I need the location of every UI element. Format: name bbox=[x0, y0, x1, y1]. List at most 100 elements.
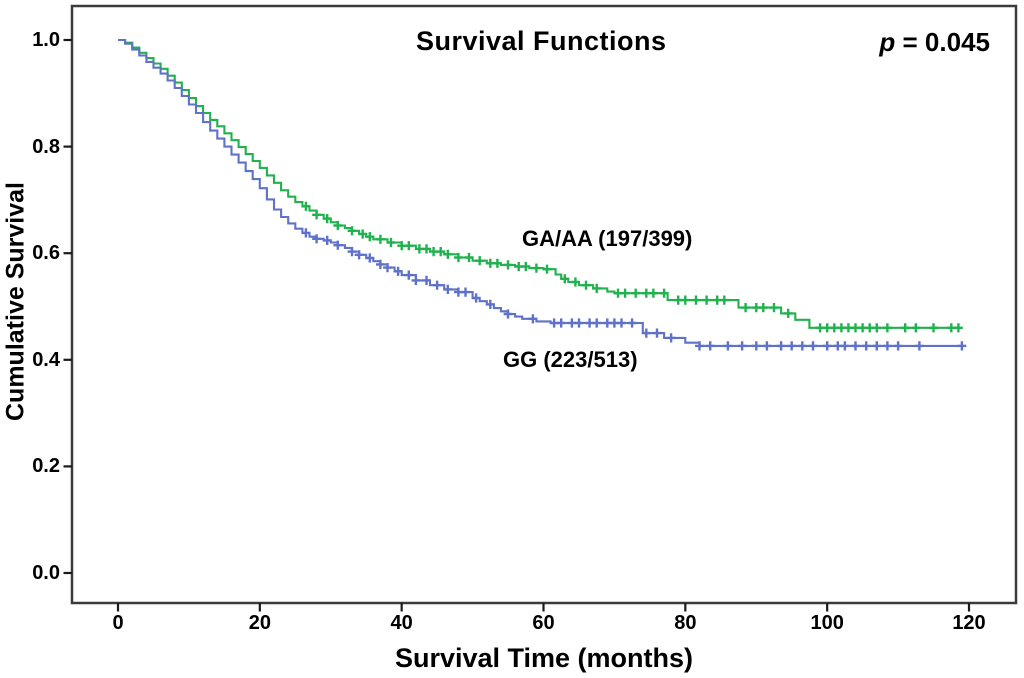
censor-mark bbox=[808, 341, 818, 351]
chart-title: Survival Functions bbox=[416, 26, 667, 56]
censor-mark bbox=[404, 270, 414, 280]
x-tick-label: 100 bbox=[810, 612, 844, 634]
censor-mark bbox=[443, 249, 453, 259]
survival-curve-gg bbox=[118, 38, 966, 347]
censor-mark bbox=[691, 295, 701, 305]
censor-mark bbox=[461, 287, 470, 297]
x-tick-label: 120 bbox=[952, 612, 986, 634]
censor-mark bbox=[312, 234, 321, 244]
x-axis-label: Survival Time (months) bbox=[394, 643, 694, 673]
censor-mark bbox=[957, 341, 967, 351]
censor-mark bbox=[574, 318, 584, 328]
censor-mark bbox=[695, 341, 704, 351]
censor-mark bbox=[851, 341, 860, 351]
y-tick-label: 0.0 bbox=[32, 562, 60, 584]
censor-mark bbox=[571, 277, 580, 287]
x-tick-label: 60 bbox=[532, 612, 555, 634]
censor-mark bbox=[911, 323, 921, 333]
censor-mark bbox=[592, 283, 602, 293]
censor-mark bbox=[787, 341, 797, 351]
censor-mark bbox=[652, 328, 662, 338]
censor-mark bbox=[556, 318, 566, 328]
censor-mark bbox=[797, 341, 807, 351]
censor-mark bbox=[475, 256, 485, 266]
censor-mark bbox=[617, 318, 626, 328]
censor-mark bbox=[659, 288, 669, 298]
censor-mark bbox=[528, 314, 538, 324]
censor-mark bbox=[532, 263, 541, 273]
censor-mark bbox=[301, 228, 311, 238]
censor-mark bbox=[840, 341, 850, 351]
censor-mark bbox=[404, 241, 414, 251]
censor-mark bbox=[376, 259, 385, 269]
y-tick-label: 0.6 bbox=[32, 242, 60, 265]
censor-mark bbox=[393, 266, 403, 276]
censor-mark bbox=[503, 309, 513, 319]
censor-mark bbox=[741, 303, 750, 313]
censor-mark bbox=[358, 229, 368, 239]
y-tick-label: 0.8 bbox=[32, 135, 60, 158]
censor-mark bbox=[347, 247, 357, 257]
censor-mark bbox=[954, 323, 963, 333]
censor-mark bbox=[783, 308, 793, 318]
censor-mark bbox=[776, 341, 786, 351]
x-tick-label: 80 bbox=[674, 612, 697, 634]
censor-mark bbox=[649, 288, 658, 298]
censor-mark bbox=[365, 232, 375, 242]
censor-mark bbox=[581, 280, 591, 290]
p-value-annotation: p = 0.045 bbox=[879, 27, 990, 58]
censor-mark bbox=[301, 201, 311, 211]
censor-mark bbox=[454, 252, 463, 263]
censor-mark bbox=[432, 280, 442, 290]
censor-mark bbox=[762, 341, 772, 351]
censor-mark bbox=[822, 341, 832, 351]
censor-mark bbox=[322, 235, 332, 245]
censor-mark bbox=[620, 288, 630, 298]
censor-mark bbox=[737, 341, 747, 351]
censor-mark bbox=[521, 261, 531, 272]
x-tick-label: 20 bbox=[248, 612, 271, 634]
censor-mark bbox=[751, 341, 761, 351]
p-symbol: p bbox=[879, 27, 896, 57]
plot-frame bbox=[70, 4, 1018, 605]
censor-mark bbox=[333, 240, 343, 250]
censor-mark bbox=[347, 226, 357, 236]
censor-mark bbox=[503, 260, 513, 270]
censor-mark bbox=[386, 237, 396, 248]
censor-mark bbox=[666, 333, 676, 343]
censor-mark bbox=[929, 323, 938, 333]
censor-mark bbox=[641, 328, 651, 338]
censor-mark bbox=[915, 341, 924, 351]
p-value-text: = 0.045 bbox=[895, 27, 990, 57]
censor-mark bbox=[436, 247, 446, 257]
y-tick-label: 1.0 bbox=[32, 29, 60, 51]
censor-mark bbox=[411, 275, 421, 285]
censor-mark bbox=[493, 258, 502, 268]
series-label-gg: GG (223/513) bbox=[503, 347, 638, 372]
censor-mark bbox=[422, 244, 431, 254]
censor-mark bbox=[769, 303, 779, 313]
x-tick-label: 0 bbox=[112, 612, 124, 634]
censor-mark bbox=[471, 293, 481, 303]
censor-mark bbox=[560, 274, 570, 284]
censor-mark bbox=[705, 341, 715, 351]
censor-mark bbox=[861, 341, 871, 351]
series-label-ga-aa: GA/AA (197/399) bbox=[522, 226, 693, 251]
y-axis-label: Cumulative Survival bbox=[1, 182, 30, 421]
censor-mark bbox=[719, 295, 729, 305]
censor-mark bbox=[592, 318, 602, 328]
censor-mark bbox=[312, 210, 321, 220]
censor-mark bbox=[893, 341, 903, 351]
censor-mark bbox=[680, 295, 690, 305]
censor-mark bbox=[354, 250, 364, 260]
censor-mark bbox=[883, 341, 892, 351]
censor-mark bbox=[723, 341, 733, 351]
censor-mark bbox=[322, 214, 332, 224]
censor-mark bbox=[443, 284, 453, 294]
censor-mark bbox=[883, 323, 892, 333]
censor-mark bbox=[900, 323, 910, 333]
censor-mark bbox=[542, 264, 552, 274]
censor-mark bbox=[422, 275, 431, 285]
